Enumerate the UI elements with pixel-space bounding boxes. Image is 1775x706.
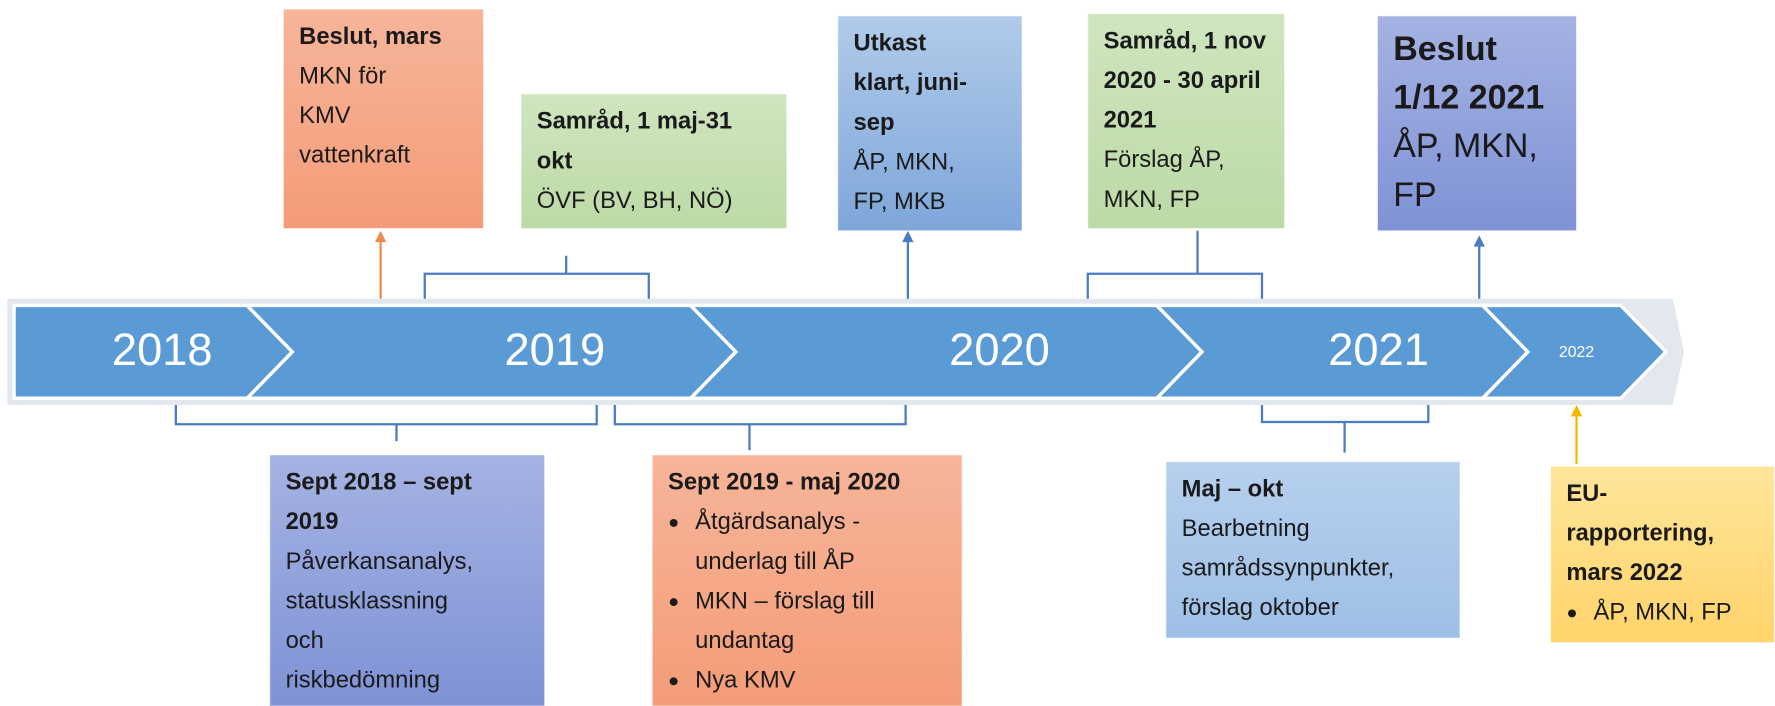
box-title: Beslut, mars: [299, 23, 442, 50]
arrow-head: [374, 230, 387, 243]
bullet-text: ÅP, MKN, FP: [1594, 598, 1732, 626]
box-text: Påverkansanalys,: [286, 548, 473, 575]
box-title: 2020 - 30 april: [1104, 67, 1261, 94]
box-title: klart, juni-: [854, 69, 968, 96]
box-text: riskbedömning: [286, 667, 440, 694]
bullet-text: MKN – förslag till: [695, 587, 875, 614]
box-title: Maj – okt: [1182, 475, 1284, 502]
box-title: Samråd, 1 nov: [1104, 27, 1267, 54]
box: [1165, 461, 1461, 639]
box-text: ÖVF (BV, BH, NÖ): [537, 187, 733, 214]
boxes: Beslut, mars MKN för KMV vattenkraft Samråd,…: [269, 8, 1775, 706]
box-title: sep: [854, 109, 895, 136]
box-title: mars 2022: [1566, 559, 1682, 586]
box-text: FP, MKB: [854, 188, 946, 215]
bullet: [669, 598, 678, 607]
bullet: [1568, 609, 1576, 618]
box-text: ÅP, MKN,: [1393, 127, 1538, 165]
year-chevron: [1478, 303, 1669, 400]
bullet-text: Åtgärdsanalys -: [695, 507, 860, 535]
bullet: [669, 677, 678, 686]
box-text: Förslag ÅP,: [1104, 145, 1225, 173]
bullet-text: undantag: [695, 627, 794, 654]
box: [269, 454, 546, 706]
box-title: Beslut: [1393, 30, 1497, 68]
box-text: och: [286, 627, 324, 654]
bracket: [1260, 402, 1430, 453]
arrow-heads: [374, 230, 1583, 417]
box-title: EU-: [1566, 480, 1607, 507]
year-label: 2022: [1559, 344, 1594, 361]
bracket: [174, 402, 598, 442]
box-text: FP: [1393, 176, 1436, 214]
box-title: Sept 2019 - maj 2020: [668, 469, 900, 496]
box-text: MKN för: [299, 62, 386, 89]
box-text: KMV: [299, 102, 351, 129]
connectors: [174, 230, 1578, 464]
box-text: statusklassning: [286, 587, 448, 614]
box-title: Utkast: [854, 30, 927, 57]
box-title: Sept 2018 – sept: [286, 469, 472, 496]
box-title: okt: [537, 147, 573, 174]
box-text: vattenkraft: [299, 142, 410, 169]
bracket: [613, 402, 907, 451]
box-text: ÅP, MKN,: [854, 147, 955, 175]
box-title: 2019: [286, 508, 339, 535]
arrow-head: [902, 230, 914, 243]
year-band: 2018 2019 2020 2021 2022: [7, 298, 1685, 406]
box-text: förslag oktober: [1182, 594, 1339, 621]
box: [282, 8, 485, 230]
box-title: 2021: [1104, 107, 1157, 134]
arrow-head: [1473, 235, 1485, 247]
arrow-head: [1570, 405, 1583, 417]
year-chevron: [243, 303, 739, 400]
year-label: 2020: [949, 324, 1050, 375]
box: [837, 15, 1023, 232]
year-label: 2021: [1328, 324, 1429, 375]
box-title: 1/12 2021: [1393, 78, 1544, 116]
box: [651, 454, 963, 706]
bracket: [423, 255, 650, 306]
bracket: [1086, 230, 1264, 306]
year-label: 2018: [112, 324, 213, 375]
bullet-text: Nya KMV: [695, 667, 795, 694]
box-title: Samråd, 1 maj-31: [537, 108, 732, 135]
year-label: 2019: [505, 324, 606, 375]
box-title: rapportering,: [1566, 520, 1714, 547]
box: [520, 93, 788, 230]
box-text: Bearbetning: [1182, 515, 1310, 542]
box: [1087, 13, 1286, 230]
box: [1549, 465, 1775, 644]
bullet: [669, 518, 678, 527]
box-text: samrådssynpunkter,: [1182, 555, 1395, 582]
box-text: MKN, FP: [1104, 186, 1200, 213]
bullet-text: underlag till ÅP: [695, 547, 855, 575]
box: [1376, 15, 1578, 232]
year-chevron: [686, 303, 1205, 400]
